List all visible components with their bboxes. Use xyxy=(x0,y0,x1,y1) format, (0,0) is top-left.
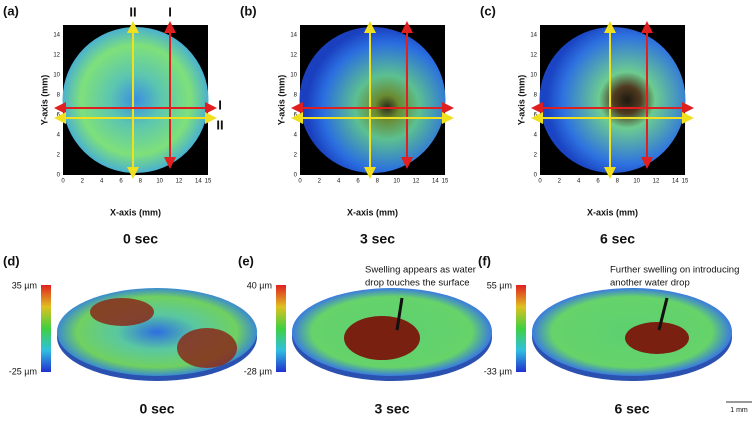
y-tick-label: 4 xyxy=(294,133,298,139)
x-tick-label: 4 xyxy=(337,179,341,185)
y-axis-title: Y-axis (mm) xyxy=(276,75,286,126)
scale-min: -33 µm xyxy=(484,366,512,376)
x-tick-label: 0 xyxy=(538,179,542,185)
panel-label: (b) xyxy=(240,3,257,18)
y-tick-label: 4 xyxy=(534,133,538,139)
y-tick-label: 10 xyxy=(530,73,537,79)
x-tick-label: 6 xyxy=(596,179,600,185)
x-tick-label: 10 xyxy=(393,179,400,185)
y-axis-title: Y-axis (mm) xyxy=(39,75,49,126)
surface-map xyxy=(62,27,209,173)
line-label: I xyxy=(168,4,172,19)
time-caption: 3 sec xyxy=(374,401,409,417)
y-tick-label: 10 xyxy=(290,73,297,79)
x-tick-label: 14 xyxy=(432,179,439,185)
swelling xyxy=(625,322,689,354)
panel-label: (d) xyxy=(3,253,20,268)
y-tick-label: 8 xyxy=(294,93,298,99)
x-tick-label: 12 xyxy=(176,179,183,185)
x-tick-label: 6 xyxy=(356,179,360,185)
y-axis-title: Y-axis (mm) xyxy=(516,75,526,126)
y-tick-label: 14 xyxy=(530,33,537,39)
x-tick-label: 14 xyxy=(195,179,202,185)
x-tick-label: 10 xyxy=(633,179,640,185)
x-tick-label: 15 xyxy=(442,179,449,185)
y-tick-label: 0 xyxy=(294,173,298,179)
y-tick-label: 12 xyxy=(53,53,60,59)
y-tick-label: 2 xyxy=(534,153,538,159)
x-tick-label: 4 xyxy=(100,179,104,185)
y-tick-label: 12 xyxy=(530,53,537,59)
x-tick-label: 12 xyxy=(413,179,420,185)
y-tick-label: 4 xyxy=(57,133,61,139)
scale-max: 55 µm xyxy=(487,280,512,290)
swelling xyxy=(344,316,420,360)
pointer xyxy=(657,297,669,331)
x-tick-label: 15 xyxy=(205,179,212,185)
line-label: I xyxy=(218,97,222,112)
color-bar xyxy=(41,285,51,372)
x-tick-label: 15 xyxy=(682,179,689,185)
panel-label: (c) xyxy=(480,3,496,18)
x-tick-label: 8 xyxy=(139,179,143,185)
annotation: another water drop xyxy=(610,278,690,289)
scale-min: -28 µm xyxy=(244,366,272,376)
y-tick-label: 2 xyxy=(57,153,61,159)
x-tick-label: 14 xyxy=(672,179,679,185)
y-tick-label: 0 xyxy=(57,173,61,179)
y-tick-label: 10 xyxy=(53,73,60,79)
surface-map xyxy=(299,27,446,173)
time-caption: 0 sec xyxy=(139,401,174,417)
annotation: drop touches the surface xyxy=(365,278,470,289)
annotation: Further swelling on introducing xyxy=(610,265,739,276)
color-bar xyxy=(276,285,286,372)
y-tick-label: 14 xyxy=(290,33,297,39)
y-tick-label: 12 xyxy=(290,53,297,59)
x-tick-label: 8 xyxy=(616,179,620,185)
y-tick-label: 8 xyxy=(534,93,538,99)
x-axis-title: X-axis (mm) xyxy=(110,207,161,217)
panel-label: (a) xyxy=(3,3,19,18)
swelling xyxy=(90,298,154,326)
x-tick-label: 4 xyxy=(577,179,581,185)
scale-max: 40 µm xyxy=(247,280,272,290)
x-tick-label: 12 xyxy=(653,179,660,185)
time-caption: 6 sec xyxy=(600,231,635,247)
x-tick-label: 10 xyxy=(156,179,163,185)
y-tick-label: 14 xyxy=(53,33,60,39)
surface-map xyxy=(539,27,686,173)
panel-label: (f) xyxy=(478,253,491,268)
time-caption: 0 sec xyxy=(123,231,158,247)
x-tick-label: 8 xyxy=(376,179,380,185)
y-tick-label: 0 xyxy=(534,173,538,179)
x-tick-label: 2 xyxy=(318,179,322,185)
panel-label: (e) xyxy=(238,253,254,268)
y-tick-label: 2 xyxy=(294,153,298,159)
scale-min: -25 µm xyxy=(9,366,37,376)
scale-bar-label: 1 mm xyxy=(730,407,748,414)
line-label: II xyxy=(129,4,136,19)
swelling xyxy=(177,328,237,368)
x-tick-label: 6 xyxy=(119,179,123,185)
annotation: Swelling appears as water xyxy=(365,265,476,276)
scale-max: 35 µm xyxy=(12,280,37,290)
time-caption: 3 sec xyxy=(360,231,395,247)
x-tick-label: 0 xyxy=(298,179,302,185)
x-axis-title: X-axis (mm) xyxy=(347,207,398,217)
pointer xyxy=(395,297,404,331)
x-tick-label: 0 xyxy=(61,179,65,185)
color-bar xyxy=(516,285,526,372)
y-tick-label: 8 xyxy=(57,93,61,99)
time-caption: 6 sec xyxy=(614,401,649,417)
x-axis-title: X-axis (mm) xyxy=(587,207,638,217)
x-tick-label: 2 xyxy=(81,179,85,185)
x-tick-label: 2 xyxy=(558,179,562,185)
line-label: II xyxy=(216,117,223,132)
